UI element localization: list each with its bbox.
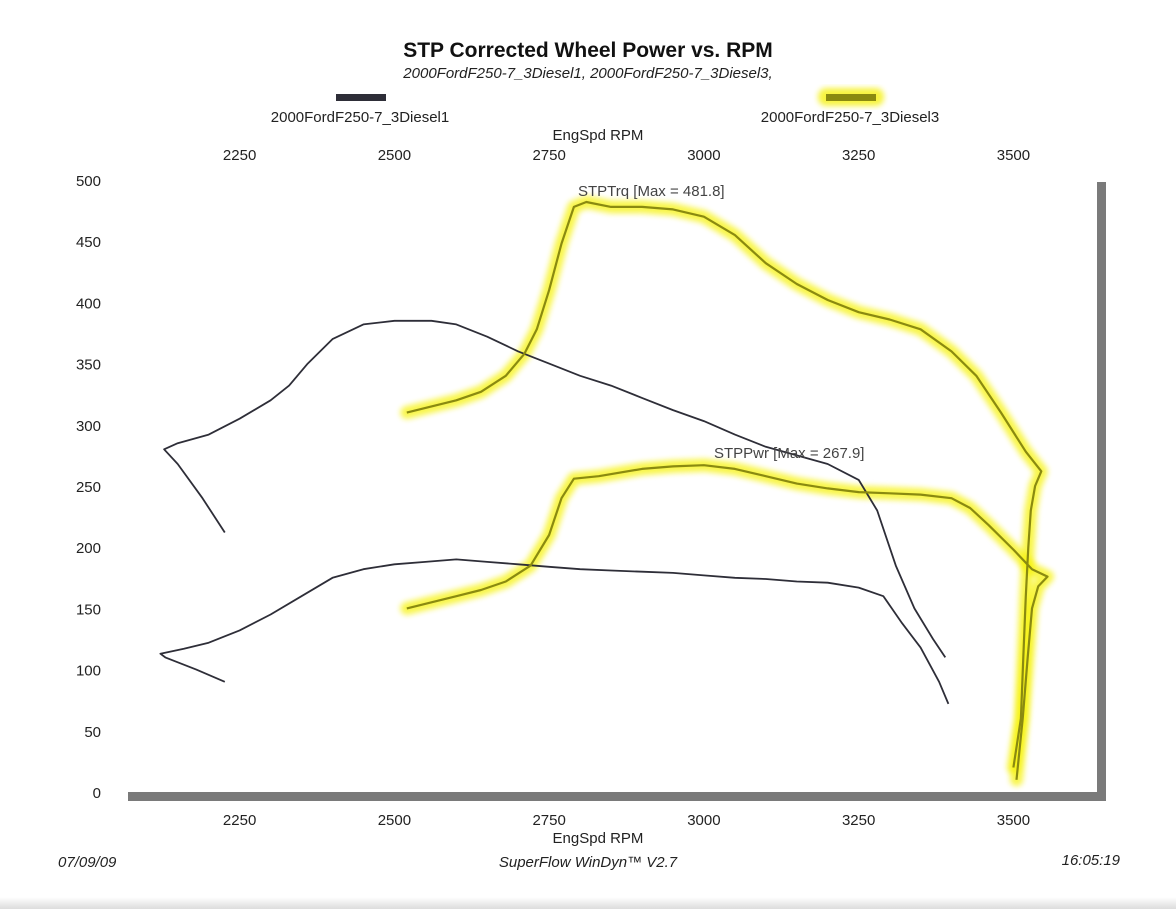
legend-label-diesel1: 2000FordF250-7_3Diesel1	[271, 109, 449, 126]
x-tick-bottom-label: 3000	[687, 812, 720, 829]
x-axis-label-bottom: EngSpd RPM	[553, 830, 644, 847]
annotation-torque-max: STPTrq [Max = 481.8]	[578, 183, 725, 200]
x-tick-bottom-label: 3500	[997, 812, 1030, 829]
x-tick-bottom-label: 2500	[378, 812, 411, 829]
y-tick-label: 50	[84, 724, 101, 741]
y-tick-label: 350	[76, 357, 101, 374]
series-highlights	[400, 195, 1054, 787]
x-tick-top-label: 3500	[997, 147, 1030, 164]
y-tick-label: 500	[76, 173, 101, 190]
y-tick-label: 300	[76, 418, 101, 435]
series-line-stptrq-diesel1	[163, 319, 947, 658]
footer-time: 16:05:19	[1062, 852, 1121, 869]
y-tick-label: 400	[76, 295, 101, 312]
x-ticks-top: 2250 2500 2750 3000 3250 3500	[223, 147, 1030, 164]
x-ticks-bottom: 2250 2500 2750 3000 3250 3500	[223, 812, 1030, 829]
x-tick-top-label: 2500	[378, 147, 411, 164]
annotation-power-max: STPPwr [Max = 267.9]	[714, 445, 864, 462]
x-tick-top-label: 3250	[842, 147, 875, 164]
y-tick-label: 150	[76, 601, 101, 618]
highlight-stptrq-diesel3	[400, 195, 1048, 774]
highlight-stppwr-diesel3	[400, 458, 1054, 787]
series-line-stppwr-diesel3	[406, 464, 1049, 780]
chart-subtitle: 2000FordF250-7_3Diesel1, 2000FordF250-7_…	[402, 65, 772, 82]
legend-swatch-diesel3	[826, 94, 876, 101]
x-tick-top-label: 3000	[687, 147, 720, 164]
x-tick-top-label: 2750	[532, 147, 565, 164]
x-tick-bottom-label: 2750	[532, 812, 565, 829]
x-tick-bottom-label: 2250	[223, 812, 256, 829]
scan-edge	[0, 897, 1176, 909]
footer-software: SuperFlow WinDyn™ V2.7	[499, 854, 678, 871]
y-tick-label: 0	[93, 785, 101, 802]
x-axis-label-top: EngSpd RPM	[553, 127, 644, 144]
series-line-stptrq-diesel3	[406, 200, 1043, 768]
footer-date: 07/09/09	[58, 854, 117, 871]
chart-title: STP Corrected Wheel Power vs. RPM	[403, 39, 773, 62]
series-lines	[159, 200, 1049, 780]
x-tick-top-label: 2250	[223, 147, 256, 164]
y-tick-label: 100	[76, 663, 101, 680]
series-line-stppwr-diesel1	[159, 558, 950, 705]
y-tick-label: 450	[76, 234, 101, 251]
legend-swatch-diesel1	[336, 94, 386, 101]
legend-label-diesel3: 2000FordF250-7_3Diesel3	[761, 109, 939, 126]
y-tick-label: 250	[76, 479, 101, 496]
legend: 2000FordF250-7_3Diesel1 2000FordF250-7_3…	[271, 88, 939, 126]
y-ticks: 0 50 100 150 200 250 300 350 400 450 500	[76, 173, 101, 802]
x-tick-bottom-label: 3250	[842, 812, 875, 829]
y-tick-label: 200	[76, 540, 101, 557]
plot-border-bottom	[128, 792, 1106, 801]
plot-border-right	[1097, 182, 1106, 800]
